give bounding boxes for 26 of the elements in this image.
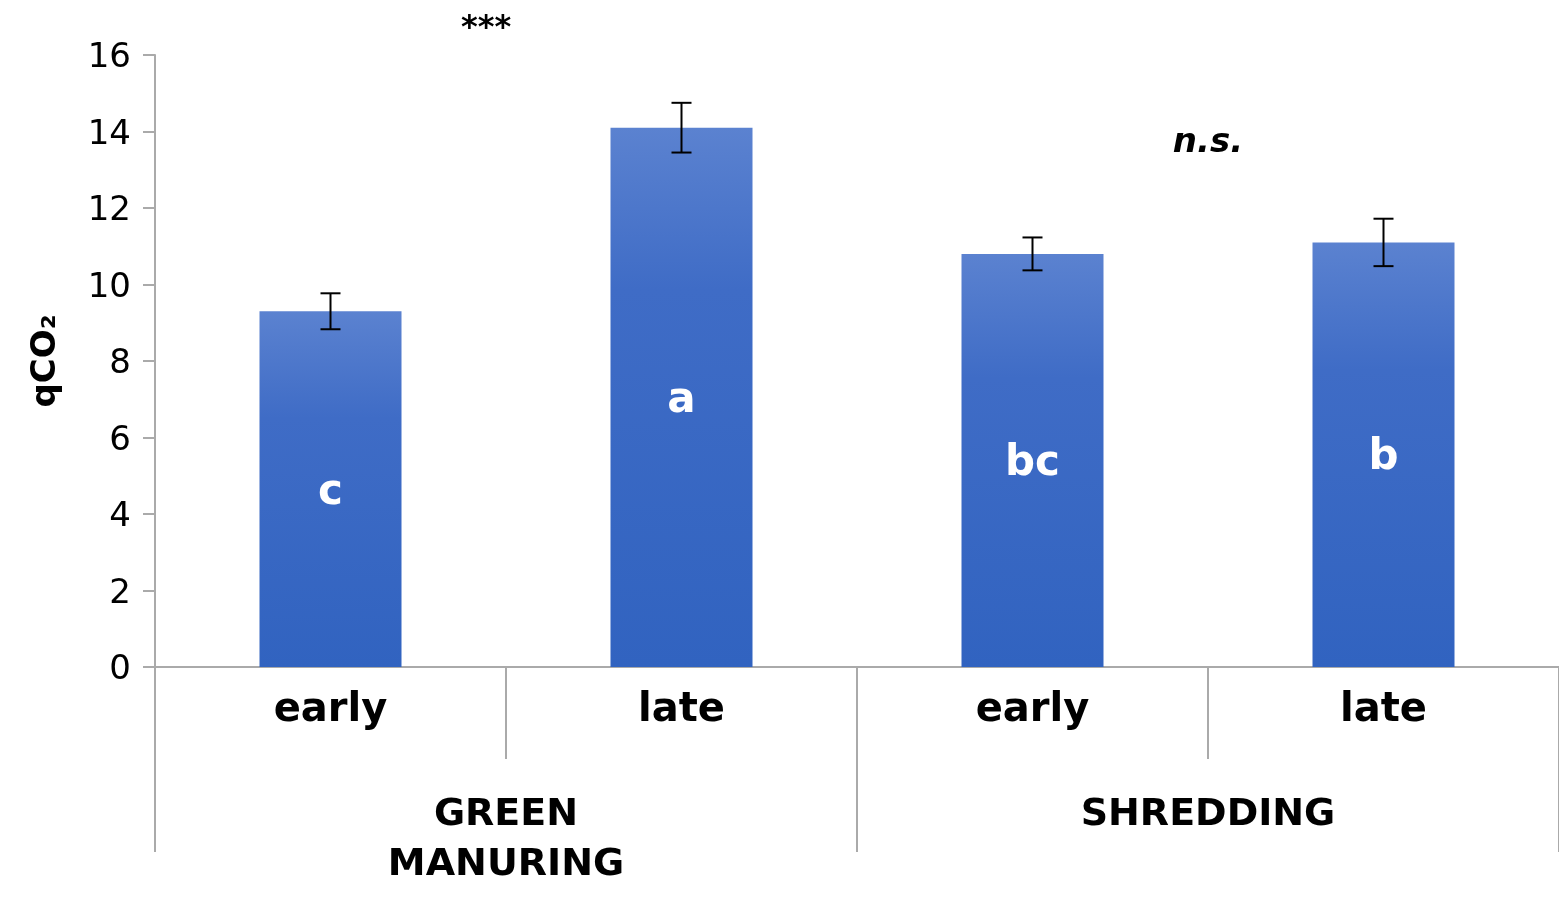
bar [961,253,1104,667]
data-label: b [1368,430,1399,480]
y-tick-label: 12 [87,188,131,228]
annotation: n.s. [1172,120,1244,160]
data-label: bc [1005,435,1060,485]
text: *** [460,7,512,45]
y-axis-title: qCO₂ [23,314,63,408]
text: GREEN MANURING [387,790,625,884]
y-tick-label: 6 [109,417,131,458]
x-tick-label: early [273,684,388,730]
text: SHREDDING [1080,790,1336,834]
y-tick-label: 10 [87,264,131,305]
x-tick-label: late [638,684,725,730]
data-label: a [667,372,696,422]
y-tick-label: 14 [87,111,131,152]
bar [1312,242,1455,667]
y-tick-label: 8 [109,341,131,381]
y-tick-label: 0 [109,647,131,687]
x-tick-label: early [975,684,1090,730]
y-tick-label: 16 [87,35,131,75]
y-tick-label: 2 [109,570,131,611]
bar [610,127,753,667]
x-tick-label: late [1340,684,1427,730]
data-label: c [318,464,343,514]
y-tick-label: 4 [109,494,131,534]
bar [259,311,402,667]
